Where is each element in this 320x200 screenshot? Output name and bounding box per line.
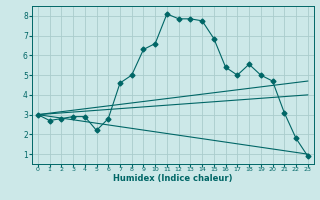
X-axis label: Humidex (Indice chaleur): Humidex (Indice chaleur) (113, 174, 233, 183)
